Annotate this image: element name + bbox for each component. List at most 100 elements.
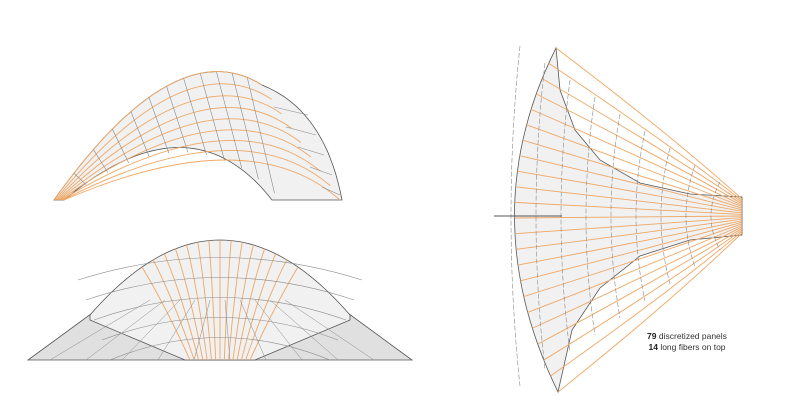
fiber-line [232, 244, 254, 361]
fiber-line [515, 186, 743, 214]
fan-fibers [514, 47, 743, 393]
fiber-line [223, 240, 232, 361]
fiber-line [54, 83, 272, 201]
dome-fibers [141, 240, 299, 361]
fiber-line [514, 215, 743, 219]
panels-caption-line: 79 discretized panels [612, 331, 762, 342]
panel-seam [193, 299, 211, 361]
panel-seam [246, 77, 275, 194]
fiber-line [59, 129, 312, 201]
panel-seam [157, 299, 196, 361]
panel-seam [183, 78, 207, 155]
panel-seam [77, 257, 363, 281]
fiber-line [62, 150, 331, 201]
panel-seam [148, 97, 170, 154]
fiber-line [236, 248, 265, 361]
dome-panel-seams [49, 257, 375, 361]
fan-panel-seams [494, 45, 721, 387]
fibers-label: long fibers on top [660, 342, 726, 352]
panel-seam [321, 186, 341, 196]
fiber-line [152, 259, 195, 361]
panel-caption: 79 discretized panels 14 long fibers on … [612, 331, 762, 353]
panel-seam [297, 146, 325, 156]
panel-seam [93, 297, 347, 321]
fan-surface [514, 46, 743, 394]
panel-seam [710, 181, 721, 251]
panel-seam [231, 72, 259, 180]
fiber-line [541, 78, 743, 203]
fiber-line [245, 259, 288, 361]
fiber-line [56, 95, 282, 201]
panel-seam [85, 299, 166, 361]
panel-seam [199, 73, 225, 161]
fiber-line [517, 220, 743, 266]
panel-seam [269, 299, 339, 361]
fiber-line [61, 140, 321, 201]
arch-panel-seams [73, 71, 341, 196]
panel-seam [660, 147, 671, 285]
fiber-line [141, 266, 191, 361]
panel-seam [216, 71, 243, 169]
fiber-line [228, 242, 243, 361]
panel-seam [109, 337, 331, 361]
fiber-line [163, 253, 200, 361]
fiber-line [58, 118, 302, 201]
fiber-line [527, 224, 743, 313]
fiber-line [520, 221, 743, 282]
fiber-line [550, 231, 743, 377]
panels-label: discretized panels [658, 331, 727, 341]
fiber-line [63, 159, 341, 201]
panel-seam [166, 86, 189, 153]
panel-seam [224, 299, 231, 361]
panel-seam [85, 277, 355, 301]
panel-seam [254, 299, 303, 361]
panel-seam [273, 106, 309, 116]
front-elevation-dome [26, 239, 414, 361]
fiber-line [240, 253, 277, 361]
panel-seam [685, 164, 696, 268]
fiber-line [523, 223, 743, 298]
panel-seam [535, 62, 546, 370]
fiber-line [186, 244, 208, 361]
fiber-line [208, 240, 217, 361]
fiber-line [57, 107, 292, 201]
fiber-line [530, 108, 743, 206]
fiber-line [555, 47, 743, 200]
fiber-line [514, 217, 743, 235]
panel-seam [585, 96, 596, 336]
fibers-count: 14 [648, 342, 658, 352]
arch-fibers [53, 71, 341, 201]
panel-seam [93, 149, 109, 173]
fiber-line [532, 226, 743, 329]
panel-seam [285, 126, 317, 136]
fiber-line [517, 170, 743, 212]
plan-view-fan [494, 45, 743, 394]
panel-seam [101, 317, 339, 341]
side-elevation-arch [53, 71, 343, 201]
panel-seam [635, 130, 646, 302]
fiber-line [543, 229, 743, 361]
panels-count: 79 [647, 331, 657, 341]
panel-seam [130, 111, 150, 157]
fiber-line [526, 124, 743, 208]
panel-seam [284, 299, 375, 361]
panel-seam [309, 166, 333, 176]
panel-seam [73, 173, 87, 186]
fibers-caption-line: 14 long fibers on top [612, 342, 762, 353]
fiber-line [514, 201, 743, 215]
fiber-line [522, 139, 743, 209]
arch-surface [53, 71, 343, 201]
fiber-line [519, 155, 743, 211]
panel-seam [121, 299, 181, 361]
fiber-line [548, 62, 743, 201]
fiber-line [249, 266, 299, 361]
fiber-line [557, 232, 743, 393]
fiber-line [197, 242, 212, 361]
panel-seam [49, 299, 151, 361]
panel-seam [610, 113, 621, 319]
fiber-line [537, 227, 743, 345]
fiber-line [516, 218, 743, 250]
panel-seam [112, 128, 130, 164]
fiber-line [175, 248, 204, 361]
